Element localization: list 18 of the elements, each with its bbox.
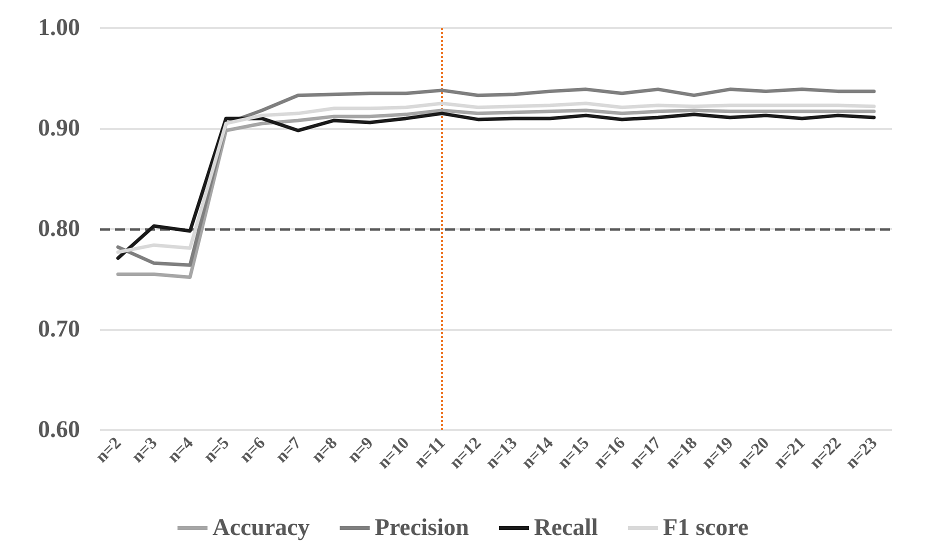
y-tick-label: 0.80 [38, 216, 80, 242]
y-tick-label: 1.00 [38, 15, 80, 41]
x-tick-label: n=2 [92, 433, 125, 466]
x-tick-label: n=5 [200, 433, 233, 466]
legend-label: Accuracy [212, 515, 310, 541]
line-series [116, 88, 876, 267]
y-tick-label: 0.60 [38, 417, 80, 443]
legend-label: Recall [534, 515, 598, 541]
legend-label: Precision [374, 515, 470, 541]
x-tick-label: n=4 [164, 432, 198, 466]
x-tick-label: n=8 [308, 433, 341, 466]
legend-label: F1 score [662, 515, 749, 541]
y-tick-label: 0.70 [38, 316, 80, 342]
x-tick-label: n=3 [128, 433, 161, 466]
x-tick-label: n=6 [236, 433, 269, 466]
y-tick-label: 0.90 [38, 116, 80, 142]
x-tick-label: n=7 [272, 432, 306, 466]
x-tick-label: n=9 [344, 433, 377, 466]
